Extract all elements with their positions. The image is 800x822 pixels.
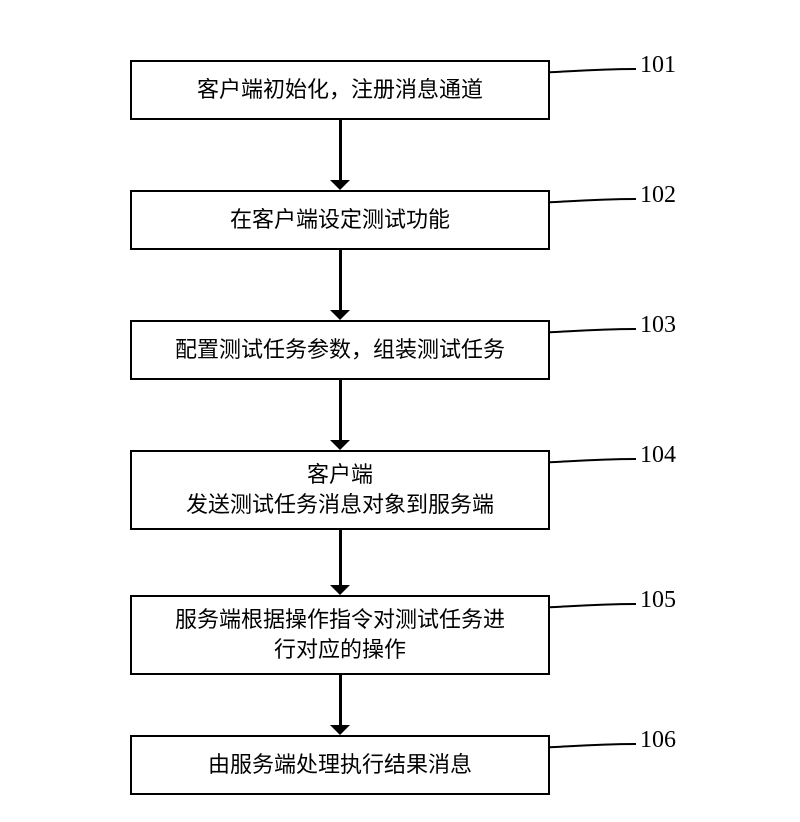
flow-node-n1: 客户端初始化，注册消息通道 (130, 60, 550, 120)
flow-arrow-head (330, 725, 350, 735)
flow-node-n6: 由服务端处理执行结果消息 (130, 735, 550, 795)
flow-node-n2: 在客户端设定测试功能 (130, 190, 550, 250)
flow-leader-101 (546, 65, 640, 76)
flow-node-text: 客户端初始化，注册消息通道 (197, 75, 483, 105)
flow-arrow (339, 120, 342, 180)
flow-arrow-head (330, 310, 350, 320)
flow-arrow (339, 250, 342, 310)
flow-node-n5: 服务端根据操作指令对测试任务进 行对应的操作 (130, 595, 550, 675)
flow-leader-103 (546, 325, 640, 336)
flow-node-text: 由服务端处理执行结果消息 (208, 750, 472, 780)
flowchart-canvas: 客户端初始化，注册消息通道在客户端设定测试功能配置测试任务参数，组装测试任务客户… (0, 0, 800, 822)
flow-label-102: 102 (640, 182, 676, 209)
flow-leader-106 (546, 740, 640, 751)
flow-label-104: 104 (640, 442, 676, 469)
flow-leader-102 (546, 195, 640, 206)
flow-label-103: 103 (640, 312, 676, 339)
flow-arrow (339, 530, 342, 585)
flow-node-n3: 配置测试任务参数，组装测试任务 (130, 320, 550, 380)
flow-node-text: 服务端根据操作指令对测试任务进 行对应的操作 (175, 605, 505, 664)
flow-arrow-head (330, 585, 350, 595)
flow-label-105: 105 (640, 587, 676, 614)
flow-node-n4: 客户端 发送测试任务消息对象到服务端 (130, 450, 550, 530)
flow-node-text: 客户端 发送测试任务消息对象到服务端 (186, 460, 494, 519)
flow-leader-105 (546, 600, 640, 611)
flow-arrow-head (330, 440, 350, 450)
flow-arrow (339, 675, 342, 725)
flow-arrow-head (330, 180, 350, 190)
flow-node-text: 在客户端设定测试功能 (230, 205, 450, 235)
flow-arrow (339, 380, 342, 440)
flow-node-text: 配置测试任务参数，组装测试任务 (175, 335, 505, 365)
flow-label-106: 106 (640, 727, 676, 754)
flow-leader-104 (546, 455, 640, 466)
flow-label-101: 101 (640, 52, 676, 79)
